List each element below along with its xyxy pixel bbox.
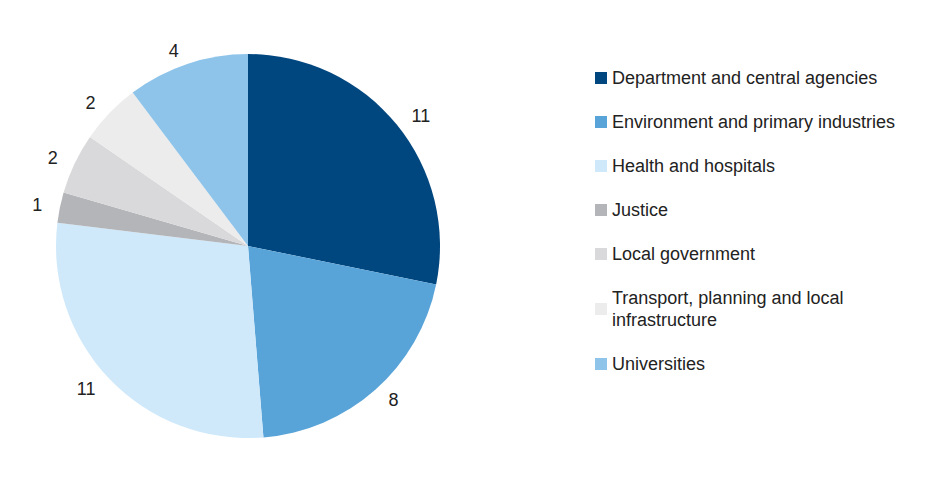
svg-text:Department and central agencie: Department and central agencies	[612, 68, 877, 88]
svg-text:2: 2	[85, 93, 95, 113]
svg-text:11: 11	[412, 106, 431, 126]
svg-text:Transport, planning and local: Transport, planning and local	[612, 288, 848, 308]
svg-text:11: 11	[77, 379, 96, 399]
svg-text:1: 1	[32, 195, 42, 215]
svg-text:Justice: Justice	[612, 200, 668, 220]
svg-text:Environment and primary indust: Environment and primary industries	[612, 112, 895, 132]
svg-text:4: 4	[169, 41, 179, 61]
svg-text:Health and hospitals: Health and hospitals	[612, 156, 775, 176]
svg-text:8: 8	[389, 390, 399, 410]
svg-text:Universities: Universities	[612, 354, 705, 374]
svg-text:infrastructure: infrastructure	[612, 310, 717, 330]
svg-text:Local government: Local government	[612, 244, 755, 264]
svg-text:2: 2	[48, 148, 58, 168]
